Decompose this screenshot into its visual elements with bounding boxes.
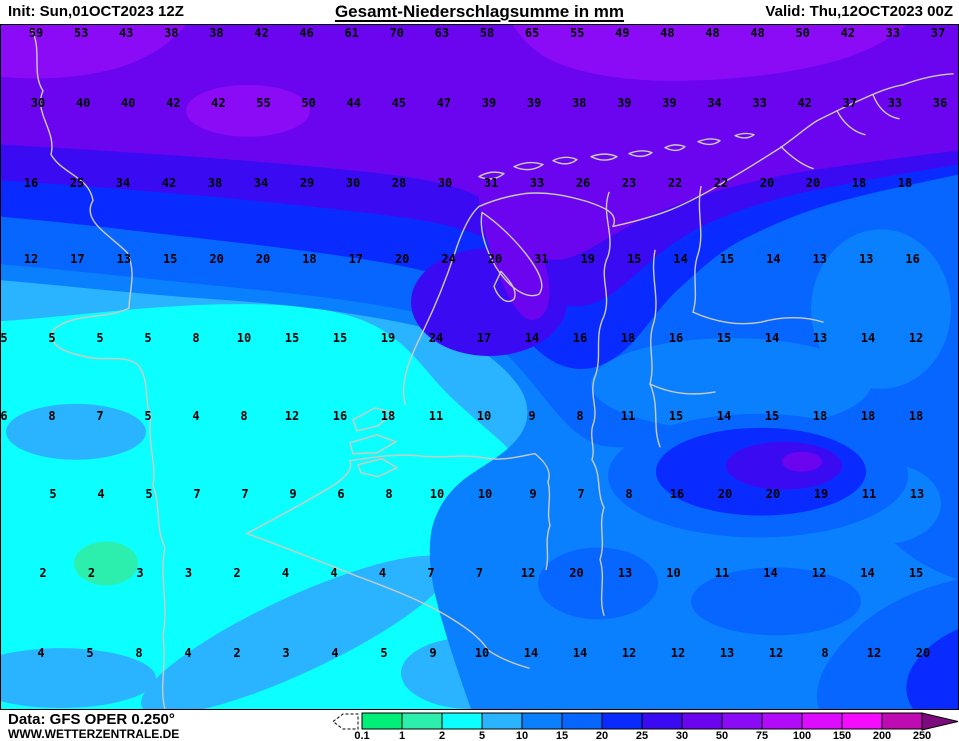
- legend-tick-label: 20: [595, 730, 609, 741]
- legend-tick-label: 0.1: [354, 730, 370, 741]
- wadden-island: [552, 156, 578, 165]
- precip-pocket-5-10: [6, 403, 146, 460]
- legend-underflow-arrow: [332, 713, 359, 730]
- legend-tick-label: 50: [715, 730, 729, 741]
- page-title: Gesamt-Niederschlagsumme in mm: [334, 2, 625, 21]
- be-fr-border: [246, 532, 489, 651]
- precip-tongue-30-50: [478, 168, 550, 321]
- legend-box: [681, 712, 723, 730]
- legend-tick-label: 1: [398, 730, 406, 741]
- init-time-label: Init: Sun,01OCT2023 12Z: [8, 3, 184, 20]
- legend-labels: 0.1 1 2 5 10 15 20 25 30 50 75 100 150 200 250: [330, 730, 959, 741]
- legend-box: [481, 712, 523, 730]
- legend-overflow-arrow: [921, 712, 959, 731]
- color-scale-legend: 0.1 1 2 5 10 15 20 25 30 50 75 100 150 200 250: [330, 712, 959, 741]
- delta-island: [357, 458, 398, 478]
- de-state-border: [692, 311, 824, 325]
- wadden-island: [628, 150, 653, 158]
- legend-tick-label: 2: [438, 730, 446, 741]
- precip-blob-15-20: [691, 567, 861, 636]
- legend-tick-label: 5: [478, 730, 486, 741]
- precip-blob-15-20: [538, 547, 658, 620]
- continental-coastline: [246, 460, 352, 535]
- precip-band-1-2: [74, 541, 138, 586]
- precip-pocket-10-15: [591, 338, 871, 430]
- data-source-label: Data: GFS OPER 0.250°: [8, 711, 175, 728]
- precip-map: 59 53 43 38 38 42 46 61 70 63 58 65 55 49 48 48 48 50 42 33…: [0, 24, 959, 710]
- website-label: WWW.WETTERZENTRALE.DE: [8, 727, 180, 741]
- wadden-island: [734, 132, 755, 139]
- de-state-border: [692, 185, 702, 313]
- german-bight-coastline: [724, 73, 954, 183]
- legend-box: [561, 712, 603, 730]
- legend-box: [881, 712, 923, 730]
- precip-pocket-5-10: [141, 555, 451, 709]
- england-coastline: [30, 28, 166, 709]
- legend-box: [401, 712, 443, 730]
- precip-pocket-5-10: [1, 648, 156, 708]
- legend-box: [521, 712, 563, 730]
- de-state-border: [649, 383, 716, 395]
- delta-island: [352, 407, 394, 432]
- precip-blob-20-25: [906, 629, 958, 709]
- precip-patch-50-75: [513, 25, 906, 81]
- de-state-border: [649, 249, 661, 448]
- legend-tick-label: 200: [872, 730, 892, 741]
- wadden-island: [697, 138, 721, 146]
- legend-box: [841, 712, 883, 730]
- be-lux-border: [487, 480, 551, 669]
- delta-island: [349, 434, 397, 455]
- legend-box: [721, 712, 763, 730]
- precip-field-svg: [1, 25, 958, 709]
- wadden-island: [664, 144, 686, 152]
- precip-patch-50-75: [1, 25, 186, 79]
- wadden-island: [590, 153, 618, 161]
- legend-box: [641, 712, 683, 730]
- legend-tick-label: 30: [675, 730, 689, 741]
- precip-blob-30-50: [782, 451, 822, 472]
- wadden-island: [513, 161, 544, 171]
- de-west-border: [591, 459, 605, 616]
- legend-tick-label: 100: [792, 730, 812, 741]
- legend-box: [761, 712, 803, 730]
- header: Init: Sun,01OCT2023 12Z Gesamt-Niedersch…: [0, 0, 959, 24]
- ijsselmeer-outline: [480, 211, 543, 297]
- legend-tick-label: 150: [832, 730, 852, 741]
- legend-box: [361, 712, 403, 730]
- frisian-coastline: [478, 180, 726, 228]
- nl-de-border: [591, 191, 611, 461]
- legend-box: [441, 712, 483, 730]
- valid-time-label: Valid: Thu,12OCT2023 00Z: [765, 3, 953, 20]
- legend-box: [801, 712, 843, 730]
- legend-tick-label: 15: [555, 730, 569, 741]
- coastlines-borders: [30, 28, 954, 709]
- legend-tick-label: 75: [755, 730, 769, 741]
- footer: Data: GFS OPER 0.250° WWW.WETTERZENTRALE…: [0, 710, 959, 741]
- legend-tick-label: 250: [912, 730, 932, 741]
- wadden-island: [478, 171, 505, 180]
- precip-band-30-50: [1, 25, 958, 260]
- nl-be-border: [349, 453, 550, 483]
- precip-pocket-10-15: [811, 229, 951, 389]
- markermeer-outline: [493, 270, 516, 303]
- legend-boxes: [361, 712, 923, 730]
- legend-tick-label: 10: [515, 730, 529, 741]
- legend-tick-label: 25: [635, 730, 649, 741]
- dutch-coastline: [402, 205, 480, 405]
- precip-patch-50-75: [186, 84, 310, 137]
- legend-bar-svg: [332, 712, 959, 731]
- legend-box: [601, 712, 643, 730]
